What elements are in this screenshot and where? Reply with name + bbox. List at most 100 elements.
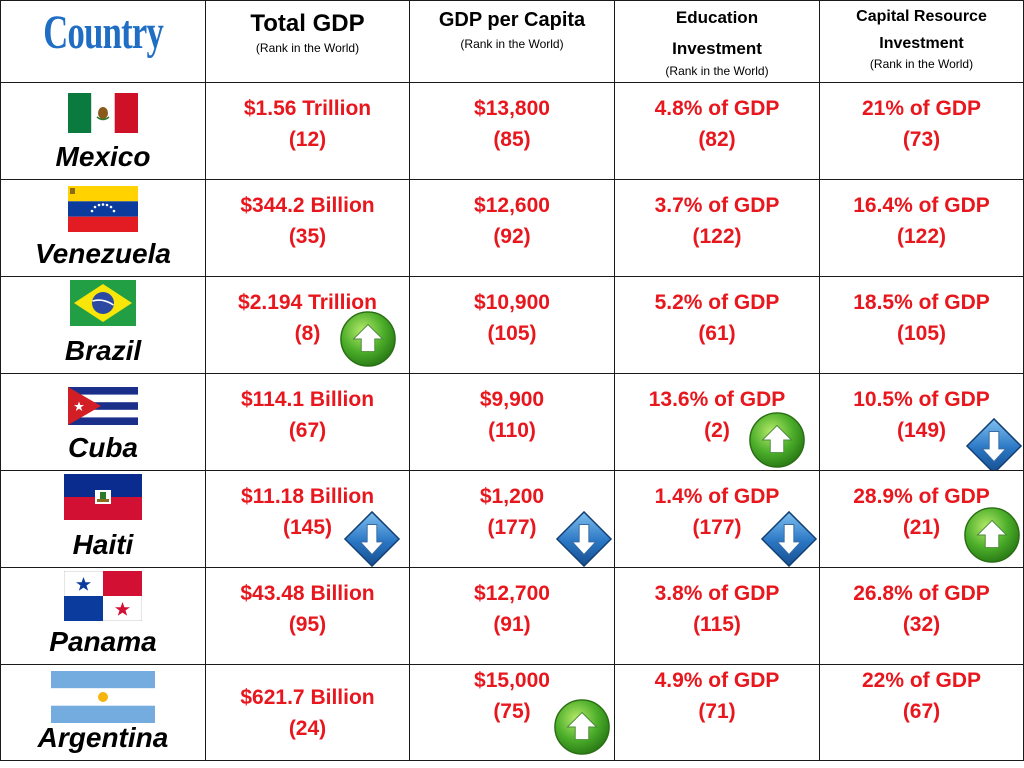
- table-row: Mexico $1.56 Trillion (12) $13,800 (85) 4.…: [0, 82, 1024, 180]
- capital-value: 21% of GDP (73): [861, 97, 982, 151]
- education-cell: 4.8% of GDP (82): [614, 82, 820, 180]
- capital-cell: 21% of GDP (73): [819, 82, 1024, 180]
- total-gdp-cell: $621.7 Billion (24): [205, 664, 410, 761]
- capital-value: 28.9% of GDP (21): [853, 485, 990, 539]
- header-total-gdp-note: (Rank in the World): [255, 41, 360, 55]
- green-up-arrow-icon: [963, 506, 1021, 564]
- capital-cell: 10.5% of GDP (149): [819, 373, 1024, 471]
- header-education-line2: Investment: [672, 39, 762, 58]
- cuba-flag-icon: [68, 387, 138, 425]
- gdp-per-capita-cell: $12,600 (92): [409, 179, 615, 277]
- capital-cell: 18.5% of GDP (105): [819, 276, 1024, 374]
- blue-down-arrow-icon: [965, 417, 1023, 470]
- country-name: Cuba: [68, 432, 138, 463]
- country-name: Haiti: [72, 529, 134, 560]
- green-up-arrow-icon: [748, 411, 806, 469]
- argentina-flag-icon: [51, 671, 155, 723]
- gdp-per-capita-value: $9,900 (110): [479, 388, 545, 442]
- education-value: 4.9% of GDP (71): [654, 669, 780, 723]
- capital-value: 10.5% of GDP (149): [853, 388, 990, 442]
- total-gdp-value: $344.2 Billion (35): [240, 194, 375, 248]
- education-cell: 3.7% of GDP (122): [614, 179, 820, 277]
- gdp-per-capita-value: $10,900 (105): [474, 291, 550, 345]
- header-gdp-per-capita: GDP per Capita: [438, 9, 586, 31]
- country-name: Brazil: [64, 335, 142, 366]
- country-cell: Cuba: [0, 373, 206, 471]
- header-education-note: (Rank in the World): [665, 64, 769, 78]
- venezuela-flag-icon: [68, 186, 138, 232]
- header-country: Country: [43, 6, 163, 59]
- country-cell: Brazil: [0, 276, 206, 374]
- header-gdp-per-capita-note: (Rank in the World): [460, 37, 564, 51]
- header-total-gdp: Total GDP: [250, 10, 365, 37]
- country-cell: Panama: [0, 567, 206, 665]
- blue-down-arrow-icon: [555, 510, 613, 567]
- blue-down-arrow-icon: [343, 510, 401, 567]
- gdp-per-capita-cell: $9,900 (110): [409, 373, 615, 471]
- capital-cell: 16.4% of GDP (122): [819, 179, 1024, 277]
- total-gdp-cell: $114.1 Billion (67): [205, 373, 410, 471]
- mexico-flag-icon: [68, 93, 138, 133]
- capital-value: 22% of GDP (67): [861, 669, 982, 723]
- table-row: Argentina $621.7 Billion (24) $15,000 (75)…: [0, 664, 1024, 761]
- total-gdp-value: $11.18 Billion (145): [240, 485, 375, 539]
- capital-cell: 28.9% of GDP (21): [819, 470, 1024, 568]
- education-cell: 13.6% of GDP (2): [614, 373, 820, 471]
- capital-cell: 22% of GDP (67): [819, 664, 1024, 761]
- total-gdp-cell: $11.18 Billion (145): [205, 470, 410, 568]
- capital-value: 16.4% of GDP (122): [853, 194, 990, 248]
- header-capital-line1: Capital Resource: [856, 8, 987, 25]
- country-cell: Argentina: [0, 664, 206, 761]
- header-capital-cell: Capital Resource Investment (Rank in the…: [819, 0, 1024, 83]
- header-country-cell: Country: [0, 0, 206, 83]
- header-education-cell: Education Investment (Rank in the World): [614, 0, 820, 83]
- capital-value: 26.8% of GDP (32): [853, 582, 990, 636]
- education-cell: 1.4% of GDP (177): [614, 470, 820, 568]
- gdp-per-capita-value: $12,600 (92): [474, 194, 550, 248]
- header-gdp-per-capita-cell: GDP per Capita (Rank in the World): [409, 0, 615, 83]
- country-cell: Venezuela: [0, 179, 206, 277]
- table-row: Haiti $11.18 Billion (145) $1,200 (177) 1.…: [0, 470, 1024, 568]
- education-cell: 3.8% of GDP (115): [614, 567, 820, 665]
- gdp-per-capita-value: $12,700 (91): [474, 582, 550, 636]
- header-total-gdp-cell: Total GDP (Rank in the World): [205, 0, 410, 83]
- header-education-line1: Education: [675, 8, 759, 27]
- total-gdp-cell: $1.56 Trillion (12): [205, 82, 410, 180]
- gdp-per-capita-cell: $10,900 (105): [409, 276, 615, 374]
- total-gdp-value: $621.7 Billion (24): [240, 685, 375, 740]
- green-up-arrow-icon: [339, 310, 397, 368]
- total-gdp-cell: $2.194 Trillion (8): [205, 276, 410, 374]
- country-name: Argentina: [37, 722, 169, 753]
- country-name: Venezuela: [35, 238, 171, 269]
- table-row: Cuba $114.1 Billion (67) $9,900 (110) 13.6…: [0, 373, 1024, 471]
- capital-value: 18.5% of GDP (105): [853, 291, 990, 345]
- table-row: Brazil $2.194 Trillion (8) $10,900 (105) 5…: [0, 276, 1024, 374]
- table-row: Venezuela $344.2 Billion (35) $12,600 (92)…: [0, 179, 1024, 277]
- education-value: 13.6% of GDP (2): [648, 388, 786, 442]
- haiti-flag-icon: [64, 474, 142, 520]
- gdp-per-capita-cell: $15,000 (75): [409, 664, 615, 761]
- header-capital-line2: Investment: [879, 35, 964, 52]
- table-row: Panama $43.48 Billion (95) $12,700 (91) 3.…: [0, 567, 1024, 665]
- education-cell: 4.9% of GDP (71): [614, 664, 820, 761]
- education-value: 4.8% of GDP (82): [654, 97, 780, 151]
- capital-cell: 26.8% of GDP (32): [819, 567, 1024, 665]
- total-gdp-cell: $344.2 Billion (35): [205, 179, 410, 277]
- education-value: 3.8% of GDP (115): [654, 582, 780, 636]
- gdp-per-capita-value: $13,800 (85): [474, 97, 550, 151]
- total-gdp-value: $2.194 Trillion (8): [238, 291, 377, 345]
- total-gdp-value: $1.56 Trillion (12): [243, 97, 372, 151]
- total-gdp-value: $114.1 Billion (67): [240, 388, 375, 442]
- green-up-arrow-icon: [553, 698, 611, 756]
- education-value: 1.4% of GDP (177): [654, 485, 780, 539]
- gdp-per-capita-value: $15,000 (75): [474, 669, 550, 723]
- header-capital-note: (Rank in the World): [869, 57, 974, 71]
- education-value: 3.7% of GDP (122): [654, 194, 780, 248]
- total-gdp-value: $43.48 Billion (95): [240, 582, 375, 636]
- blue-down-arrow-icon: [760, 510, 818, 567]
- country-name: Panama: [49, 626, 157, 657]
- gdp-per-capita-value: $1,200 (177): [479, 485, 545, 539]
- education-value: 5.2% of GDP (61): [654, 291, 780, 345]
- gdp-per-capita-cell: $13,800 (85): [409, 82, 615, 180]
